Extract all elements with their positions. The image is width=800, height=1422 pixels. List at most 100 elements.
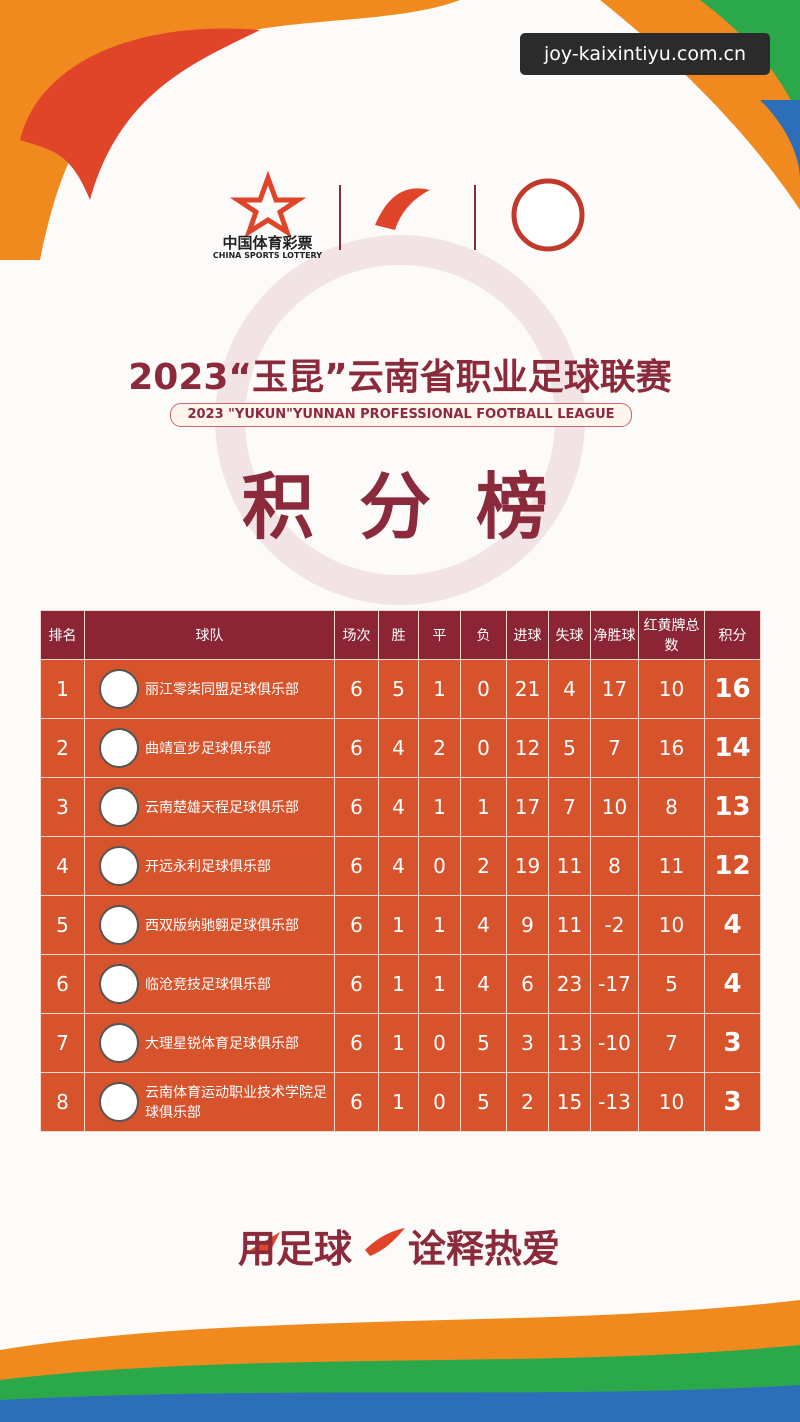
standings-table: 排名 球队 场次胜平负进球 失球 净胜球 红黄牌总数 积分 1 丽江零柒同盟足球俱乐部 6 5 1 0… <box>40 610 761 1132</box>
table-row: 4 开远永利足球俱乐部 6 4 0 2 19 11 8 11 12 <box>40 836 761 896</box>
team-badge <box>99 1082 139 1122</box>
points-cell: 13 <box>704 777 761 837</box>
stat-cell: 8 <box>40 1072 85 1132</box>
slogan: 用足球 <box>238 1227 353 1271</box>
stat-cell: 5 <box>638 954 705 1014</box>
stat-cell: 0 <box>418 1072 461 1132</box>
points-cell: 4 <box>704 954 761 1014</box>
stat-cell: 1 <box>418 954 461 1014</box>
stat-cell: 11 <box>548 836 591 896</box>
stat-cell: 5 <box>460 1072 507 1132</box>
points-cell: 14 <box>704 718 761 778</box>
points-cell: 3 <box>704 1072 761 1132</box>
stat-cell: 1 <box>378 954 419 1014</box>
stat-cell: 1 <box>418 895 461 955</box>
stat-cell: 4 <box>40 836 85 896</box>
stat-cell: -10 <box>590 1013 639 1073</box>
table-row: 2 曲靖宣步足球俱乐部 6 4 2 0 12 5 7 16 14 <box>40 718 761 778</box>
stat-cell: 5 <box>460 1013 507 1073</box>
stat-cell: 2 <box>460 836 507 896</box>
stat-cell: 12 <box>506 718 549 778</box>
stat-cell: 16 <box>638 718 705 778</box>
table-row: 7 大理星锐体育足球俱乐部 6 1 0 5 3 13 -10 7 3 <box>40 1013 761 1073</box>
stat-cell: 11 <box>548 895 591 955</box>
table-row: 5 西双版纳驰翱足球俱乐部 6 1 1 4 9 11 -2 10 4 <box>40 895 761 955</box>
table-row: 1 丽江零柒同盟足球俱乐部 6 5 1 0 21 4 17 10 16 <box>40 659 761 719</box>
title: 2023“玉昆”云南省职业足球联赛 <box>128 357 672 398</box>
stat-cell: 0 <box>460 718 507 778</box>
stat-cell: 6 <box>334 1072 379 1132</box>
stat-cell: 7 <box>40 1013 85 1073</box>
stat-cell: -17 <box>590 954 639 1014</box>
stat-cell: 10 <box>638 659 705 719</box>
team-cell: 云南体育运动职业技术学院足球俱乐部 <box>84 1072 335 1132</box>
stat-cell: 2 <box>40 718 85 778</box>
points-cell: 4 <box>704 895 761 955</box>
team-name: 西双版纳驰翱足球俱乐部 <box>145 918 299 934</box>
team-cell: 开远永利足球俱乐部 <box>84 836 335 896</box>
team-cell: 云南楚雄天程足球俱乐部 <box>84 777 335 837</box>
stat-cell: 0 <box>460 659 507 719</box>
table-row: 3 云南楚雄天程足球俱乐部 6 4 1 1 17 7 10 8 13 <box>40 777 761 837</box>
stat-cell: 2 <box>418 718 461 778</box>
stat-cell: 6 <box>334 1013 379 1073</box>
logo-text: CHINA SPORTS LOTTERY <box>212 251 323 260</box>
stat-cell: 4 <box>460 895 507 955</box>
stat-cell: 9 <box>506 895 549 955</box>
stat-cell: 7 <box>548 777 591 837</box>
stat-cell: 4 <box>378 718 419 778</box>
stat-cell: 1 <box>418 659 461 719</box>
stat-cell: 6 <box>334 895 379 955</box>
stat-cell: 1 <box>378 1013 419 1073</box>
team-name: 开远永利足球俱乐部 <box>145 859 271 875</box>
stat-cell: 2 <box>506 1072 549 1132</box>
column-header: 排名 <box>40 610 85 660</box>
team-badge <box>99 728 139 768</box>
stat-cell: 6 <box>40 954 85 1014</box>
column-header: 失球 <box>548 610 591 660</box>
stat-cell: -2 <box>590 895 639 955</box>
column-header: 平 <box>418 610 461 660</box>
stat-cell: 8 <box>638 777 705 837</box>
team-badge <box>99 787 139 827</box>
column-header: 净胜球 <box>590 610 639 660</box>
team-cell: 临沧竞技足球俱乐部 <box>84 954 335 1014</box>
header-row: 排名 球队 场次胜平负进球 失球 净胜球 红黄牌总数 积分 <box>40 610 761 660</box>
subtitle: 2023 "YUKUN"YUNNAN PROFESSIONAL FOOTBALL… <box>170 403 632 427</box>
stat-cell: 6 <box>334 659 379 719</box>
column-header: 胜 <box>378 610 419 660</box>
stat-cell: 21 <box>506 659 549 719</box>
stat-cell: 15 <box>548 1072 591 1132</box>
stat-cell: 17 <box>590 659 639 719</box>
team-name: 云南体育运动职业技术学院足球俱乐部 <box>145 1085 327 1121</box>
table-row: 6 临沧竞技足球俱乐部 6 1 1 4 6 23 -17 5 4 <box>40 954 761 1014</box>
column-header: 负 <box>460 610 507 660</box>
team-badge <box>99 846 139 886</box>
stat-cell: 5 <box>40 895 85 955</box>
stat-cell: 7 <box>638 1013 705 1073</box>
table-row: 8 云南体育运动职业技术学院足球俱乐部 6 1 0 5 2 15 -13 10 3 <box>40 1072 761 1132</box>
stat-cell: 10 <box>638 895 705 955</box>
stat-cell: 1 <box>460 777 507 837</box>
team-name: 临沧竞技足球俱乐部 <box>145 977 271 993</box>
stat-cell: 19 <box>506 836 549 896</box>
stat-cell: 1 <box>378 1072 419 1132</box>
team-name: 大理星锐体育足球俱乐部 <box>145 1036 299 1052</box>
team-badge <box>99 1023 139 1063</box>
stat-cell: 6 <box>506 954 549 1014</box>
points-cell: 3 <box>704 1013 761 1073</box>
stat-cell: 5 <box>548 718 591 778</box>
team-badge <box>99 669 139 709</box>
stat-cell: 10 <box>590 777 639 837</box>
stat-cell: 6 <box>334 777 379 837</box>
logo-text: 中国体育彩票 <box>222 234 313 252</box>
column-header: 进球 <box>506 610 549 660</box>
stat-cell: 4 <box>378 836 419 896</box>
stat-cell: 6 <box>334 954 379 1014</box>
stat-cell: 11 <box>638 836 705 896</box>
team-name: 云南楚雄天程足球俱乐部 <box>145 800 299 816</box>
stat-cell: 17 <box>506 777 549 837</box>
column-header: 球队 <box>84 610 335 660</box>
column-header: 场次 <box>334 610 379 660</box>
